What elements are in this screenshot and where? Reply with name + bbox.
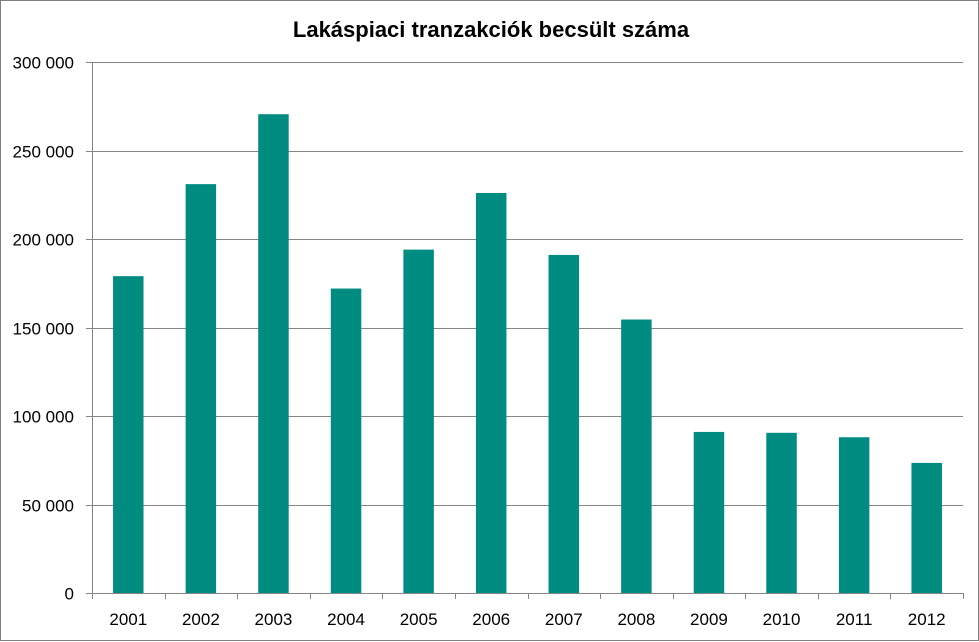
x-tick-label: 2012 [908, 610, 946, 629]
chart-title: Lakáspiaci tranzakciók becsült száma [293, 17, 690, 42]
y-tick-label: 100 000 [13, 408, 74, 427]
bar [330, 288, 362, 593]
x-tick-label: 2002 [182, 610, 220, 629]
y-tick-label: 50 000 [22, 497, 74, 516]
x-tick-label: 2007 [545, 610, 583, 629]
bar [113, 276, 144, 593]
y-tick-label: 250 000 [13, 143, 74, 162]
y-axis-ticks: 0 50 000 100 000 150 000 200 000 250 000 300 0… [13, 54, 74, 604]
x-tick-label: 2006 [472, 610, 510, 629]
y-tick-label: 150 000 [13, 320, 74, 339]
x-tick-label: 2009 [690, 610, 728, 629]
bar [911, 462, 942, 593]
bar [258, 114, 289, 593]
x-tick-label: 2008 [617, 610, 655, 629]
bar [693, 431, 725, 593]
bar [838, 437, 870, 593]
y-tick-label: 0 [65, 585, 74, 604]
bars [113, 114, 942, 594]
bar [403, 249, 434, 593]
x-tick-label: 2005 [400, 610, 438, 629]
bar [766, 432, 797, 593]
x-tick-label: 2011 [836, 610, 873, 629]
y-tick-label: 300 000 [13, 54, 74, 73]
x-tick-label: 2004 [327, 610, 365, 629]
x-tick-label: 2003 [255, 610, 293, 629]
x-tick-label: 2010 [763, 610, 801, 629]
gridlines [92, 62, 963, 506]
bar [548, 254, 580, 593]
bar [475, 192, 507, 594]
x-axis-ticks: 2001 2002 2003 2004 2005 2006 2007 2008 2009 2010… [109, 610, 945, 629]
y-tick-label: 200 000 [13, 231, 74, 250]
bar [621, 319, 652, 593]
axes [86, 62, 964, 599]
x-tick-label: 2001 [109, 610, 147, 629]
bar [185, 184, 217, 593]
